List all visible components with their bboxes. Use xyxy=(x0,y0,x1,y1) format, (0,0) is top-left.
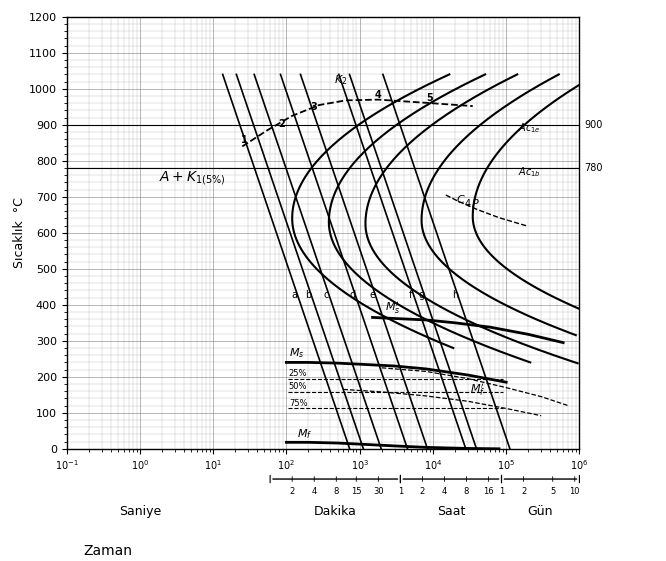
Text: h: h xyxy=(452,289,458,300)
Text: $M_s'$: $M_s'$ xyxy=(385,300,400,316)
Text: 4: 4 xyxy=(442,487,447,496)
Text: $A + K_{1(5\%)}$: $A + K_{1(5\%)}$ xyxy=(159,169,225,187)
Text: b: b xyxy=(305,289,312,300)
Text: Dakika: Dakika xyxy=(314,505,357,518)
Text: 5: 5 xyxy=(550,487,555,496)
Text: $M_s$: $M_s$ xyxy=(289,346,304,360)
Text: 780: 780 xyxy=(585,163,603,173)
Text: 50%: 50% xyxy=(289,382,307,391)
Text: $M_f$: $M_f$ xyxy=(297,427,312,441)
Text: d: d xyxy=(350,289,356,300)
Text: 10: 10 xyxy=(569,487,580,496)
Text: 15: 15 xyxy=(351,487,362,496)
Text: $M_f'$: $M_f'$ xyxy=(470,383,486,398)
Text: 8: 8 xyxy=(334,487,339,496)
Text: C: C xyxy=(457,195,465,205)
Text: P: P xyxy=(472,199,479,209)
Text: 4: 4 xyxy=(465,199,471,209)
Text: Saniye: Saniye xyxy=(119,505,161,518)
Text: 30: 30 xyxy=(373,487,384,496)
Text: Zaman: Zaman xyxy=(83,544,132,558)
Text: 1: 1 xyxy=(398,487,403,496)
Text: 16: 16 xyxy=(484,487,494,496)
Text: 3: 3 xyxy=(311,102,318,112)
Text: g: g xyxy=(418,289,425,300)
Text: $Ac_{1e}$: $Ac_{1e}$ xyxy=(518,122,541,135)
Text: 2: 2 xyxy=(290,487,295,496)
Text: $K_2$: $K_2$ xyxy=(334,73,348,87)
Text: 4: 4 xyxy=(375,90,382,100)
Text: 2: 2 xyxy=(278,119,284,129)
Text: Gün: Gün xyxy=(527,505,553,518)
Text: 2: 2 xyxy=(521,487,526,496)
Text: 5: 5 xyxy=(426,93,433,103)
Text: 25%: 25% xyxy=(289,369,307,378)
Text: 2: 2 xyxy=(420,487,425,496)
Text: c: c xyxy=(324,289,329,300)
Text: 8: 8 xyxy=(464,487,470,496)
Text: Saat: Saat xyxy=(437,505,465,518)
Text: 1: 1 xyxy=(241,135,248,145)
Y-axis label: Sıcaklık  °C: Sıcaklık °C xyxy=(13,197,26,268)
Text: 900: 900 xyxy=(585,120,603,130)
Text: $Ac_{1b}$: $Ac_{1b}$ xyxy=(518,165,541,178)
Text: e: e xyxy=(370,289,376,300)
Text: a: a xyxy=(292,289,298,300)
Text: 4: 4 xyxy=(312,487,317,496)
Text: f: f xyxy=(409,289,412,300)
Text: 75%: 75% xyxy=(289,399,308,408)
Text: 1: 1 xyxy=(499,487,504,496)
